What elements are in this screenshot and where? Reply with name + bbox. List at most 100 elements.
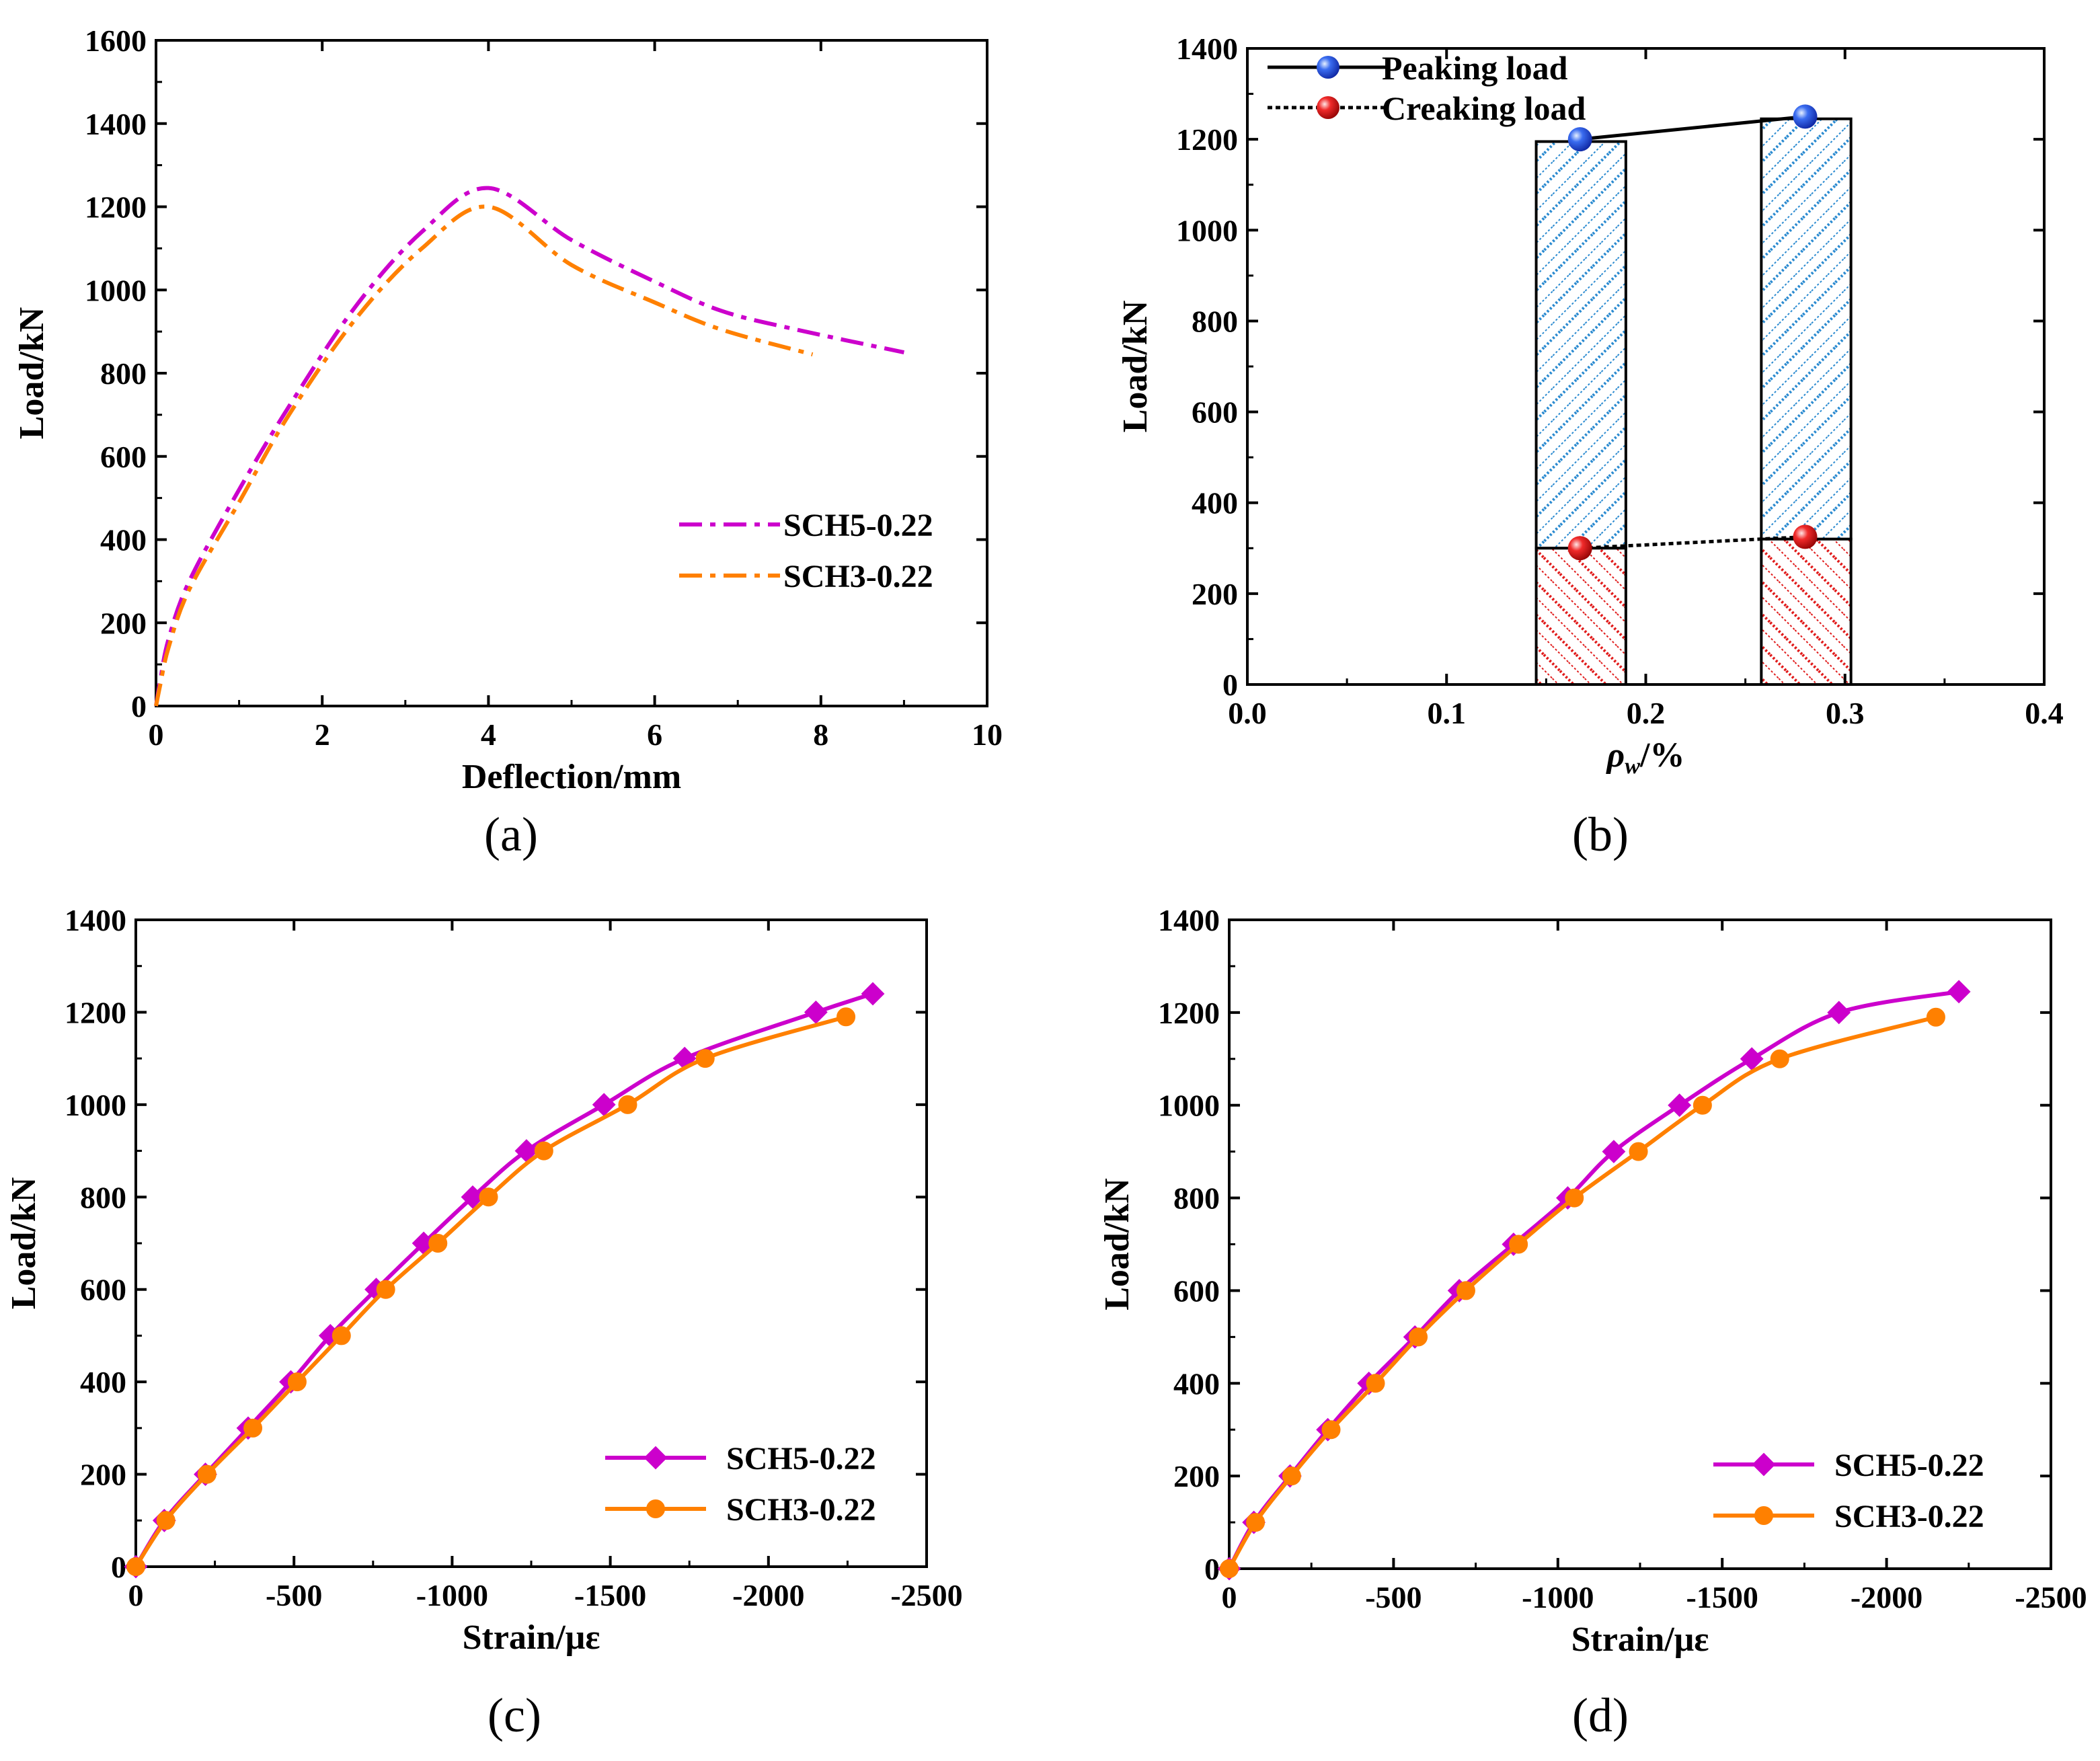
y-tick-label: 1000 xyxy=(1176,213,1238,247)
data-point xyxy=(428,1234,448,1253)
data-point xyxy=(1246,1513,1266,1532)
x-tick-label: 8 xyxy=(813,717,828,752)
data-point xyxy=(837,1007,856,1027)
y-tick-label: 1200 xyxy=(1176,122,1238,157)
legend-marker xyxy=(644,1446,668,1470)
series-line-peak xyxy=(1580,114,1805,141)
x-tick-label: -500 xyxy=(266,1578,322,1612)
y-tick-label: 0 xyxy=(1204,1552,1220,1586)
data-point xyxy=(1668,1093,1692,1118)
peak-point-1 xyxy=(1567,127,1592,152)
y-tick-label: 1000 xyxy=(85,273,147,307)
bar-peak-2 xyxy=(1760,117,1853,541)
legend-marker xyxy=(1752,1452,1776,1477)
chart-panel-c: 0 -500 -1000 -1500 -2000 -2500 0 200 400 600 800 10… xyxy=(5,903,963,1742)
y-tick-label: 1000 xyxy=(1158,1089,1220,1123)
data-point xyxy=(197,1464,217,1484)
y-axis-label: Load/kN xyxy=(1098,1178,1136,1310)
panel-label: (d) xyxy=(1572,1688,1629,1742)
legend-marker xyxy=(1317,96,1339,119)
cracking-point-1 xyxy=(1567,536,1592,561)
y-tick-label: 600 xyxy=(100,440,147,474)
bar-cracking-2 xyxy=(1760,537,1853,686)
legend-label: Peaking load xyxy=(1382,49,1568,87)
data-point xyxy=(126,1557,145,1576)
x-axis-label: ρw/% xyxy=(1606,736,1685,779)
legend-marker xyxy=(646,1499,665,1518)
data-point xyxy=(479,1187,498,1207)
data-point xyxy=(243,1418,263,1438)
x-tick-label: 0 xyxy=(128,1578,144,1612)
x-tick-label: -2500 xyxy=(2015,1580,2087,1614)
y-tick-label: 1200 xyxy=(1158,996,1220,1030)
legend-marker xyxy=(1317,56,1339,79)
panel-label: (c) xyxy=(488,1688,541,1742)
x-tick-label: -1500 xyxy=(574,1578,646,1612)
x-tick-label: 0.3 xyxy=(1826,696,1865,730)
data-point xyxy=(287,1372,307,1392)
y-tick-label: 1400 xyxy=(85,107,147,141)
legend-label: Creaking load xyxy=(1382,89,1586,127)
x-tick-label: 4 xyxy=(481,717,496,752)
x-tick-label: -500 xyxy=(1365,1580,1422,1614)
legend-label: SCH5-0.22 xyxy=(1834,1448,1984,1483)
data-point xyxy=(1602,1140,1626,1164)
data-point xyxy=(332,1326,351,1345)
series-line-sch3-0.22 xyxy=(1227,1015,1937,1570)
data-point xyxy=(1409,1327,1428,1347)
x-axis-label: Strain/με xyxy=(1571,1620,1709,1659)
y-tick-label: 200 xyxy=(100,606,147,640)
data-point xyxy=(534,1141,553,1161)
y-axis-label: Load/kN xyxy=(13,307,51,440)
x-tick-label: 0 xyxy=(1222,1580,1237,1614)
data-point xyxy=(1456,1281,1475,1300)
y-tick-label: 200 xyxy=(80,1458,126,1492)
data-point xyxy=(1693,1095,1712,1115)
data-point xyxy=(1321,1420,1341,1440)
x-tick-label: -2000 xyxy=(732,1578,804,1612)
data-point xyxy=(1629,1142,1648,1161)
peak-point-2 xyxy=(1793,104,1818,129)
x-tick-label: 0.2 xyxy=(1627,696,1666,730)
y-tick-label: 400 xyxy=(1173,1366,1220,1401)
series-line-sch3-0.22 xyxy=(154,204,814,707)
y-tick-label: 0 xyxy=(1222,668,1238,702)
data-point xyxy=(1770,1049,1789,1068)
y-tick-label: 1200 xyxy=(65,995,126,1029)
series-line-sch3-0.22 xyxy=(134,1015,847,1568)
y-tick-label: 600 xyxy=(80,1273,126,1307)
y-axis-label: Load/kN xyxy=(5,1177,43,1310)
chart-panel-a: 0 2 4 6 8 10 0 200 400 600 800 1000 1200 1400 1600 Defl… xyxy=(13,24,1003,861)
y-tick-label: 1000 xyxy=(65,1088,126,1122)
data-point xyxy=(618,1095,637,1114)
chart-panel-b: 0.0 0.1 0.2 0.3 0.4 0 200 400 600 800 1000 1200 1400… xyxy=(1116,32,2064,861)
y-tick-label: 1400 xyxy=(1176,32,1238,66)
data-point xyxy=(1366,1374,1385,1393)
y-tick-label: 600 xyxy=(1192,395,1238,430)
x-tick-label: 0.4 xyxy=(2025,696,2064,730)
y-tick-label: 600 xyxy=(1173,1274,1220,1308)
x-tick-label: -2500 xyxy=(890,1578,962,1612)
data-point xyxy=(695,1049,715,1068)
bar-peak-1 xyxy=(1534,140,1627,550)
bar-cracking-1 xyxy=(1534,547,1627,686)
data-point xyxy=(1565,1188,1584,1208)
y-tick-label: 0 xyxy=(111,1550,126,1584)
legend-label: SCH3-0.22 xyxy=(783,559,933,594)
y-tick-label: 800 xyxy=(1173,1181,1220,1216)
x-tick-label: 2 xyxy=(315,717,330,752)
data-point xyxy=(1282,1466,1301,1486)
data-point xyxy=(376,1280,395,1299)
panel-label: (b) xyxy=(1572,808,1629,861)
data-point xyxy=(804,1001,828,1024)
series-line-sch5-0.22 xyxy=(154,186,905,707)
legend-label: SCH3-0.22 xyxy=(1834,1499,1984,1534)
data-point xyxy=(156,1511,176,1530)
series-line-sch5-0.22 xyxy=(134,992,873,1568)
y-tick-label: 800 xyxy=(1192,304,1238,338)
y-tick-label: 0 xyxy=(131,689,147,723)
y-tick-label: 400 xyxy=(1192,486,1238,520)
y-tick-label: 1200 xyxy=(85,190,147,225)
x-axis-label: Deflection/mm xyxy=(462,758,681,796)
